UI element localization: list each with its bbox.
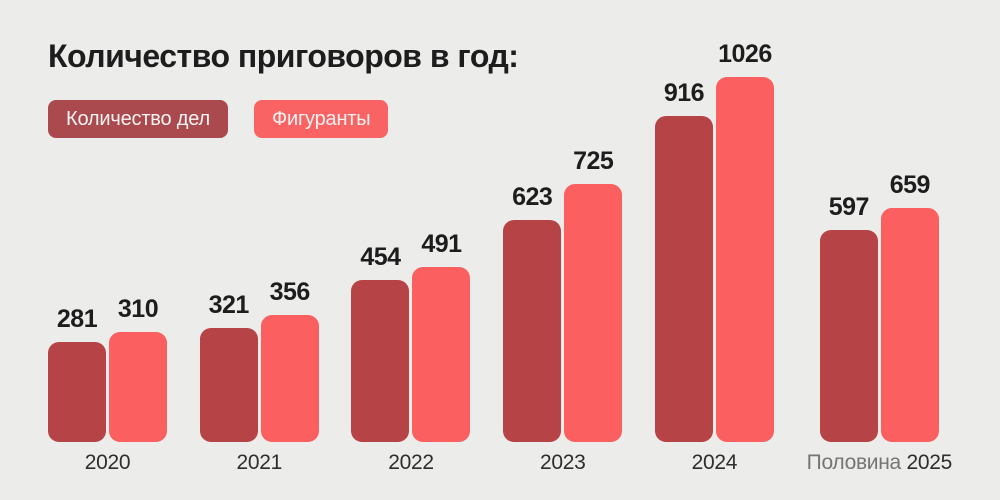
bar-cases-2022 <box>351 279 410 442</box>
chart-legend: Количество дел Фигуранты <box>48 100 389 138</box>
bar-defendants-2021 <box>260 314 319 442</box>
bar-column: 1026 <box>715 39 774 442</box>
bar-group-2020: 281 310 2020 <box>48 295 167 474</box>
bar-value-label: 356 <box>269 277 311 306</box>
bar-group-2021: 321 356 2021 <box>199 277 319 474</box>
bar-group-2023: 623 725 2023 <box>503 146 623 474</box>
x-axis-label: 2021 <box>236 450 282 474</box>
x-axis-label-year: 2025 <box>906 450 952 474</box>
bar-column: 310 <box>109 295 167 442</box>
bar-chart: 281 310 2020 321 356 2021 454 491 2022 623 725 2023… <box>48 40 952 474</box>
bar-pair: 916 1026 <box>654 39 774 442</box>
bar-cases-половина-2025 <box>819 229 878 442</box>
x-axis-label: Половина 2025 <box>806 450 953 474</box>
bar-cases-2021 <box>199 327 258 442</box>
bar-defendants-половина-2025 <box>880 207 939 442</box>
bar-defendants-2024 <box>715 76 774 442</box>
legend-item-cases: Количество дел <box>48 100 228 138</box>
bar-column: 454 <box>351 242 410 442</box>
x-axis-label: 2023 <box>539 450 586 474</box>
bar-value-label: 281 <box>56 304 98 333</box>
bar-pair: 623 725 <box>503 146 623 442</box>
bar-defendants-2023 <box>564 183 623 442</box>
bar-cases-2024 <box>654 115 713 442</box>
bar-group-2022: 454 491 2022 <box>351 229 471 474</box>
bar-column: 321 <box>199 290 258 442</box>
bar-pair: 454 491 <box>351 229 471 442</box>
bar-value-label: 725 <box>573 146 614 175</box>
bar-pair: 321 356 <box>199 277 319 442</box>
legend-item-defendants: Фигуранты <box>253 100 389 138</box>
bar-group-половина-2025: 597 659 Половина 2025 <box>806 170 953 474</box>
chart-title: Количество приговоров в год: <box>48 38 519 74</box>
bar-value-label: 321 <box>208 290 250 319</box>
bar-column: 623 <box>503 182 562 442</box>
bar-column: 916 <box>654 78 713 442</box>
x-axis-label-prefix: Половина <box>806 450 907 474</box>
bar-value-label: 659 <box>889 170 931 199</box>
bar-column: 597 <box>819 192 878 442</box>
bar-cases-2023 <box>503 219 562 442</box>
bar-column: 725 <box>564 146 623 442</box>
bar-value-label: 916 <box>663 78 705 107</box>
x-axis-label: 2022 <box>388 450 434 474</box>
x-axis-label: 2020 <box>84 450 131 474</box>
bar-column: 659 <box>880 170 939 442</box>
x-axis-label: 2024 <box>691 450 738 474</box>
bar-pair: 281 310 <box>48 295 167 442</box>
bar-value-label: 1026 <box>718 39 772 68</box>
bar-column: 356 <box>260 277 319 442</box>
bar-defendants-2020 <box>109 331 167 442</box>
bar-group-2024: 916 1026 2024 <box>654 39 774 474</box>
bar-cases-2020 <box>48 341 106 442</box>
bar-pair: 597 659 <box>819 170 939 442</box>
bar-column: 281 <box>48 305 106 442</box>
bar-value-label: 491 <box>421 229 462 258</box>
bar-value-label: 310 <box>117 294 159 323</box>
bar-value-label: 597 <box>828 192 870 221</box>
bar-value-label: 623 <box>512 182 553 211</box>
bar-value-label: 454 <box>360 242 401 271</box>
bar-column: 491 <box>412 229 471 442</box>
bar-defendants-2022 <box>412 266 471 442</box>
